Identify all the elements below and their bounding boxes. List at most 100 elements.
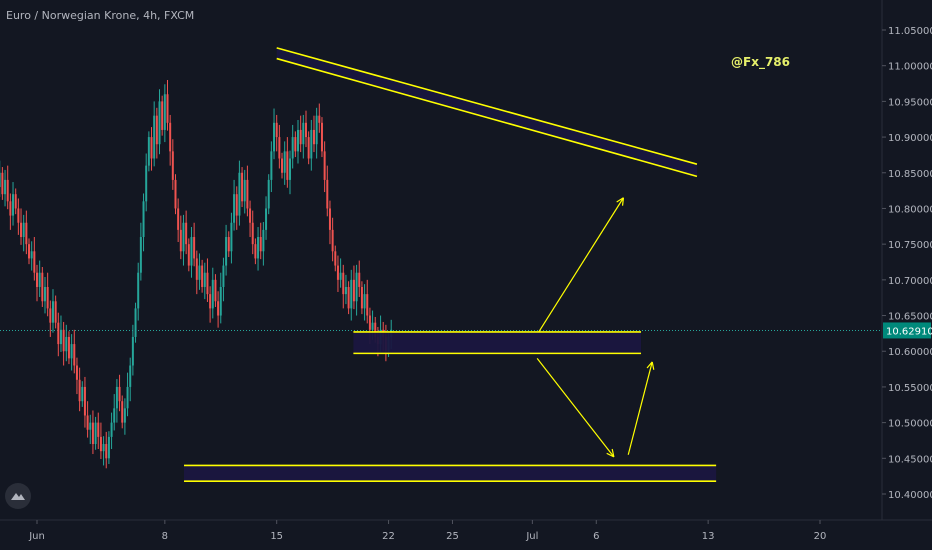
candle-body xyxy=(94,422,97,445)
candle-body xyxy=(30,251,33,259)
candle-body xyxy=(97,422,100,437)
candle-body xyxy=(38,272,41,287)
candle-body xyxy=(254,244,257,259)
candle-body xyxy=(185,222,188,245)
candle-body xyxy=(291,137,294,159)
price-tick-label: 10.65000 xyxy=(888,312,932,323)
candle-body xyxy=(297,129,299,152)
candle-body xyxy=(323,151,326,180)
candle-body xyxy=(233,194,236,223)
price-tick-label: 11.05000 xyxy=(888,26,932,37)
candle-body xyxy=(155,115,158,145)
projection-arrow-shaft xyxy=(538,197,624,333)
candle-body xyxy=(6,179,9,202)
price-tick-label: 10.60000 xyxy=(888,347,932,358)
candle-body xyxy=(334,251,337,266)
candle-body xyxy=(73,344,76,366)
candle-body xyxy=(358,272,361,287)
time-tick-label: Jul xyxy=(525,531,538,542)
projection-arrows xyxy=(536,197,655,458)
candle-body xyxy=(139,237,142,273)
candle-body xyxy=(371,322,374,330)
chart-title: Euro / Norwegian Krone, 4h, FXCM xyxy=(6,9,195,22)
candle-body xyxy=(0,172,1,188)
price-tick-label: 10.95000 xyxy=(888,97,932,108)
price-tick-label: 11.00000 xyxy=(888,62,932,73)
candle-body xyxy=(59,329,62,345)
candle-body xyxy=(360,286,363,309)
price-tick-label: 10.80000 xyxy=(888,204,932,215)
candle-body xyxy=(121,401,124,423)
projection-arrow-head xyxy=(651,361,655,370)
support-zone-middle-fill xyxy=(353,331,642,354)
candle-body xyxy=(187,244,190,266)
candle-body xyxy=(179,229,182,252)
candle-body xyxy=(307,137,310,159)
candle-body xyxy=(105,444,108,459)
candle-body xyxy=(217,301,220,316)
candle-body xyxy=(49,308,52,323)
candle-body xyxy=(270,151,273,180)
candle-body xyxy=(145,165,148,202)
candle-body xyxy=(206,272,209,295)
candle-body xyxy=(368,315,371,330)
candle-body xyxy=(67,336,70,359)
candle-body xyxy=(227,237,230,252)
candle-body xyxy=(257,237,260,259)
support-zone-lower-fill xyxy=(184,465,717,482)
candle-body xyxy=(214,279,217,302)
candle-body xyxy=(171,151,174,180)
candle-body xyxy=(366,294,369,316)
candle-body xyxy=(99,436,102,452)
candle-body xyxy=(265,208,268,230)
candle-body xyxy=(28,244,31,259)
price-tick-label: 10.70000 xyxy=(888,276,932,287)
current-price-badge xyxy=(883,322,931,339)
candle-body xyxy=(195,258,198,280)
candle-body xyxy=(289,158,292,180)
candle-body xyxy=(78,379,81,402)
price-tick-label: 10.40000 xyxy=(888,490,932,501)
candle-body xyxy=(209,294,212,309)
candle-body xyxy=(17,208,20,223)
candle-body xyxy=(328,208,331,230)
candle-body xyxy=(318,115,321,123)
candle-body xyxy=(118,386,121,402)
candle-body xyxy=(163,94,166,130)
candle-body xyxy=(33,251,36,273)
price-tick-label: 10.45000 xyxy=(888,454,932,465)
time-tick-label: Jun xyxy=(28,531,45,542)
candle-body xyxy=(304,122,307,138)
candle-body xyxy=(347,286,350,309)
price-tick-label: 10.90000 xyxy=(888,133,932,144)
candle-body xyxy=(43,286,46,302)
candle-body xyxy=(243,179,246,202)
resistance-channel-fill xyxy=(276,47,697,177)
candle-body xyxy=(134,308,137,337)
tradingview-logo-icon[interactable] xyxy=(5,483,31,509)
author-tag: @Fx_786 xyxy=(731,55,790,69)
candle-body xyxy=(219,286,222,316)
candle-body xyxy=(174,179,177,209)
candle-body xyxy=(36,272,38,287)
candle-body xyxy=(158,101,161,145)
candle-body xyxy=(190,237,193,266)
candle-body xyxy=(283,151,286,173)
current-price-label: 10.62910 xyxy=(886,326,932,337)
time-tick-label: 20 xyxy=(814,531,827,542)
candle-body xyxy=(89,422,92,430)
candle-body xyxy=(137,272,140,309)
projection-arrow-head xyxy=(621,197,625,206)
time-tick-label: 15 xyxy=(270,531,283,542)
candle-body xyxy=(363,294,366,309)
candle-body xyxy=(123,408,126,423)
candle-body xyxy=(110,422,113,437)
candle-body xyxy=(344,286,347,295)
candle-body xyxy=(142,201,145,238)
candle-body xyxy=(278,137,281,159)
candle-body xyxy=(294,137,297,152)
candle-body xyxy=(22,222,25,238)
